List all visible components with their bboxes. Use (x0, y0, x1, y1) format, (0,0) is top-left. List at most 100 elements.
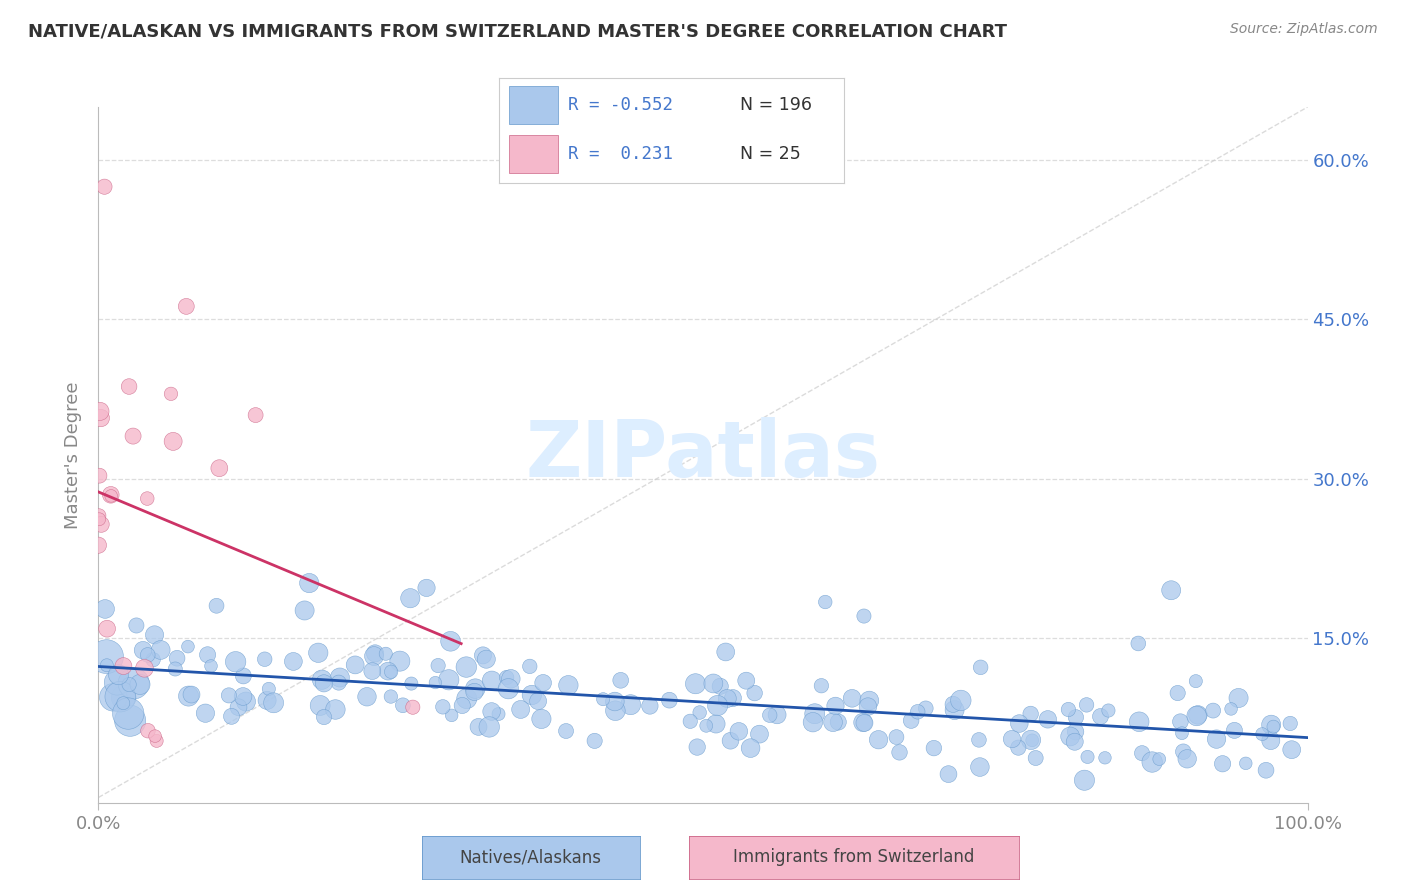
Point (1130, 746, 1153, 760)
Point (120, 714, 142, 728)
Point (1205, 732, 1227, 747)
Text: N = 25: N = 25 (741, 145, 801, 163)
Point (1173, 745, 1195, 759)
Point (527, 694, 550, 708)
Point (283, 655, 305, 669)
Point (814, 595, 837, 609)
Point (122, 429, 145, 443)
Point (706, 698, 728, 713)
Point (328, 675, 350, 690)
Point (221, 709, 243, 723)
Point (149, 643, 172, 657)
Point (463, 685, 485, 699)
Point (100, 489, 122, 503)
Point (112, 696, 135, 710)
Point (889, 745, 911, 759)
Point (427, 658, 450, 673)
Point (858, 693, 880, 707)
Point (432, 699, 454, 714)
Point (868, 732, 890, 747)
Point (96, 658, 118, 673)
Point (853, 715, 876, 730)
Text: NATIVE/ALASKAN VS IMMIGRANTS FROM SWITZERLAND MASTER'S DEGREE CORRELATION CHART: NATIVE/ALASKAN VS IMMIGRANTS FROM SWITZE… (28, 22, 1007, 40)
Point (1128, 636, 1150, 650)
Point (356, 690, 378, 704)
Point (89, 512, 111, 526)
Point (720, 733, 742, 747)
Point (1076, 698, 1098, 712)
Point (1064, 710, 1087, 724)
Point (456, 660, 478, 674)
Point (555, 724, 578, 739)
Point (695, 719, 717, 733)
Point (714, 645, 737, 659)
Point (499, 672, 522, 686)
Point (363, 649, 385, 664)
Point (609, 673, 631, 688)
Point (748, 727, 770, 741)
Point (531, 676, 554, 690)
Point (1212, 756, 1234, 771)
Point (180, 688, 202, 702)
Text: R = -0.552: R = -0.552 (568, 96, 673, 114)
Point (118, 379, 141, 393)
Point (1076, 750, 1098, 764)
Point (498, 681, 520, 696)
Point (886, 730, 908, 744)
Point (1223, 723, 1246, 738)
Point (200, 659, 222, 673)
Point (841, 691, 863, 706)
Point (704, 717, 727, 731)
Point (1260, 733, 1282, 747)
Point (311, 673, 333, 687)
Point (136, 723, 159, 738)
Point (136, 491, 159, 506)
Point (1279, 716, 1302, 731)
Point (100, 488, 122, 502)
Point (228, 700, 250, 714)
Point (702, 676, 724, 690)
Point (801, 715, 824, 730)
Point (257, 681, 280, 696)
Point (605, 704, 627, 718)
Point (1185, 709, 1208, 723)
Point (110, 690, 132, 704)
Point (907, 705, 929, 719)
Point (620, 698, 643, 712)
Point (309, 698, 332, 713)
Point (471, 648, 494, 663)
Point (766, 707, 789, 722)
Point (1057, 702, 1080, 716)
Point (603, 694, 626, 708)
Point (122, 676, 145, 690)
Point (1175, 752, 1198, 766)
Point (900, 714, 922, 728)
Point (1167, 686, 1189, 700)
Point (245, 408, 267, 422)
Point (1220, 702, 1243, 716)
Point (1097, 704, 1119, 718)
Point (162, 434, 184, 449)
Point (325, 702, 347, 716)
Point (93, 179, 115, 194)
Point (1128, 714, 1150, 729)
Point (402, 700, 425, 714)
Point (145, 734, 167, 748)
Point (165, 662, 187, 676)
Point (942, 698, 965, 712)
Point (194, 706, 217, 721)
Bar (509, 136, 558, 173)
Point (824, 698, 846, 713)
Point (1064, 724, 1087, 739)
Point (1019, 706, 1042, 721)
Point (509, 702, 531, 716)
Point (685, 677, 707, 691)
Point (1140, 755, 1163, 769)
Point (218, 689, 240, 703)
Point (969, 660, 991, 674)
Text: Source: ZipAtlas.com: Source: ZipAtlas.com (1230, 22, 1378, 37)
Point (208, 461, 231, 475)
Point (112, 690, 135, 705)
Point (735, 673, 758, 688)
Point (377, 664, 399, 678)
